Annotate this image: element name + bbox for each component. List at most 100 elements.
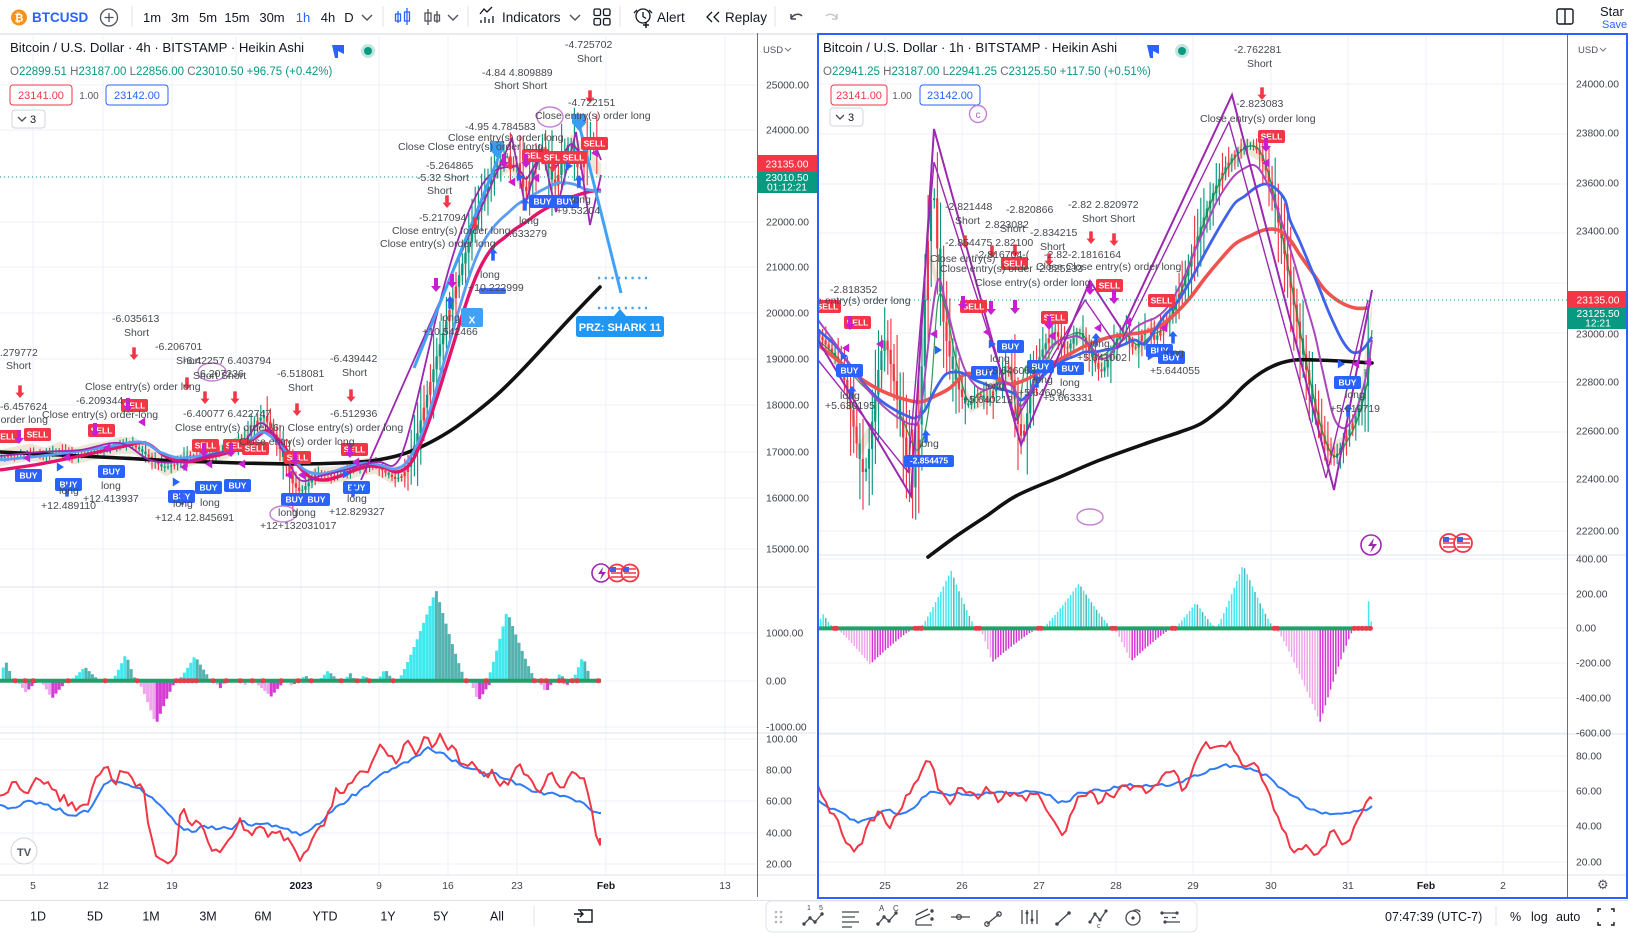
svg-text:long: long [985,380,1005,392]
svg-text:-400.00: -400.00 [1576,694,1611,705]
svg-text:SELL: SELL [1261,132,1283,142]
svg-text:-2.834215: -2.834215 [1030,227,1077,239]
svg-text:PRZ: SHARK 11: PRZ: SHARK 11 [579,322,662,334]
svg-text:31: 31 [1342,881,1354,892]
svg-text:long: long [347,493,367,505]
svg-text:SELL: SELL [525,151,547,161]
svg-text:24000.00: 24000.00 [766,126,809,137]
svg-text:-2.821448: -2.821448 [945,201,992,213]
svg-text:5D: 5D [87,910,103,924]
svg-text:1: 1 [807,905,811,912]
svg-text:Feb: Feb [597,881,615,892]
svg-text:-4.95 4.784583: -4.95 4.784583 [465,121,536,133]
svg-text:400.00: 400.00 [1576,555,1608,566]
svg-text:27: 27 [1033,881,1045,892]
svg-text:-6.457624: -6.457624 [0,401,47,413]
svg-text:5: 5 [819,905,823,912]
svg-text:SELL: SELL [124,401,146,411]
svg-text:80.00: 80.00 [766,766,792,777]
svg-text:+12.489110: +12.489110 [41,500,96,512]
svg-text:6M: 6M [254,910,271,924]
svg-text:5: 5 [30,881,36,892]
svg-text:BUY: BUY [348,483,366,493]
svg-text:30: 30 [1265,881,1277,892]
svg-text:+10.222999: +10.222999 [468,282,524,294]
svg-text:long: long [480,269,500,281]
svg-text:-5.217094: -5.217094 [419,212,466,224]
svg-text:1000.00: 1000.00 [766,629,803,640]
svg-text:₿: ₿ [15,13,24,25]
svg-text:60.00: 60.00 [1576,787,1602,798]
svg-text:BUY: BUY [557,197,575,207]
svg-text:long: long [919,438,939,450]
svg-text:+10.542466: +10.542466 [422,326,478,338]
svg-text:BUY: BUY [1339,378,1357,388]
svg-text:e entry(s) order long: e entry(s) order long [817,295,911,307]
svg-text:23: 23 [511,881,523,892]
svg-text:Close Close entry(s) order lon: Close Close entry(s) order long [398,141,543,153]
svg-text:-4.725702: -4.725702 [565,39,612,51]
svg-text:23010.50: 23010.50 [766,173,809,184]
svg-text:12: 12 [97,881,109,892]
svg-text:long: long [1345,389,1365,401]
svg-text:Close Close entry(s) order lon: Close Close entry(s) order long [1036,261,1181,273]
svg-text:23142.00: 23142.00 [927,90,973,102]
svg-text:1h: 1h [296,10,310,25]
svg-text:BUY: BUY [1151,346,1169,356]
svg-text:1M: 1M [142,910,159,924]
svg-text:long: long [840,390,860,402]
svg-text:long: long [278,507,298,519]
svg-text:-5.32 Short: -5.32 Short [417,172,469,184]
svg-text:SELL: SELL [963,302,985,312]
svg-text:YTD: YTD [313,910,338,924]
svg-text:15m: 15m [224,10,249,25]
svg-text:SELL: SELL [1044,313,1066,323]
svg-text:SELL: SELL [0,432,16,442]
svg-text:SELL: SELL [847,318,869,328]
svg-text:2.823082: 2.823082 [985,219,1029,231]
svg-text:long: long [571,194,591,206]
svg-text:Close entry(s) order long: Close entry(s) order long [85,381,201,393]
svg-text:25000.00: 25000.00 [766,81,809,92]
svg-text:1m: 1m [143,10,161,25]
svg-text:3m: 3m [171,10,189,25]
svg-text:-2.816704-(: -2.816704-( [975,249,1030,261]
svg-text:-200.00: -200.00 [1576,659,1611,670]
svg-text:Alert: Alert [657,10,685,25]
svg-text:Close entry(s) order long: Close entry(s) order long [380,238,496,250]
svg-text:Close entry(s) order long: Close entry(s) order long [1200,113,1316,125]
svg-text:20.00: 20.00 [1576,858,1602,869]
svg-text:SELL: SELL [1099,281,1121,291]
svg-text:12:21: 12:21 [1585,319,1611,330]
svg-text:long: long [101,480,121,492]
svg-text:Close entry(s) order-long: Close entry(s) order-long [42,409,158,421]
svg-text:Feb: Feb [1417,881,1435,892]
svg-text:07:47:39 (UTC-7): 07:47:39 (UTC-7) [1385,910,1482,924]
svg-text:40.00: 40.00 [766,829,792,840]
svg-text:Close entry(s) order long: Close entry(s) order long [448,132,564,144]
svg-text:USD: USD [763,45,783,56]
svg-text:.633279: .633279 [509,228,547,240]
svg-text:long: long [990,353,1010,365]
svg-text:100.00: 100.00 [766,735,798,746]
svg-text:ntry(s) order long: ntry(s) order long [0,414,48,426]
svg-text:Indicators: Indicators [502,10,561,25]
svg-text:+12+132031017: +12+132031017 [260,520,337,532]
svg-text:22600.00: 22600.00 [1576,427,1619,438]
svg-text:BUY: BUY [976,368,994,378]
svg-text:SELL: SELL [344,445,366,455]
svg-text:BUY: BUY [200,483,218,493]
svg-text:long: long [1090,338,1110,350]
svg-text:+5.644055: +5.644055 [1150,365,1200,377]
svg-text:long: long [173,498,193,510]
svg-text:22200.00: 22200.00 [1576,527,1619,538]
svg-text:-2.818352: -2.818352 [830,284,877,296]
svg-text:2: 2 [1500,881,1506,892]
svg-text:1.00: 1.00 [79,91,99,102]
svg-text:BUY: BUY [841,366,859,376]
svg-text:-6.439442: -6.439442 [330,353,377,365]
svg-text:Short: Short [6,360,31,372]
svg-text:SELL: SELL [1004,259,1026,269]
svg-text:2023: 2023 [290,881,313,892]
svg-text:20000.00: 20000.00 [766,309,809,320]
